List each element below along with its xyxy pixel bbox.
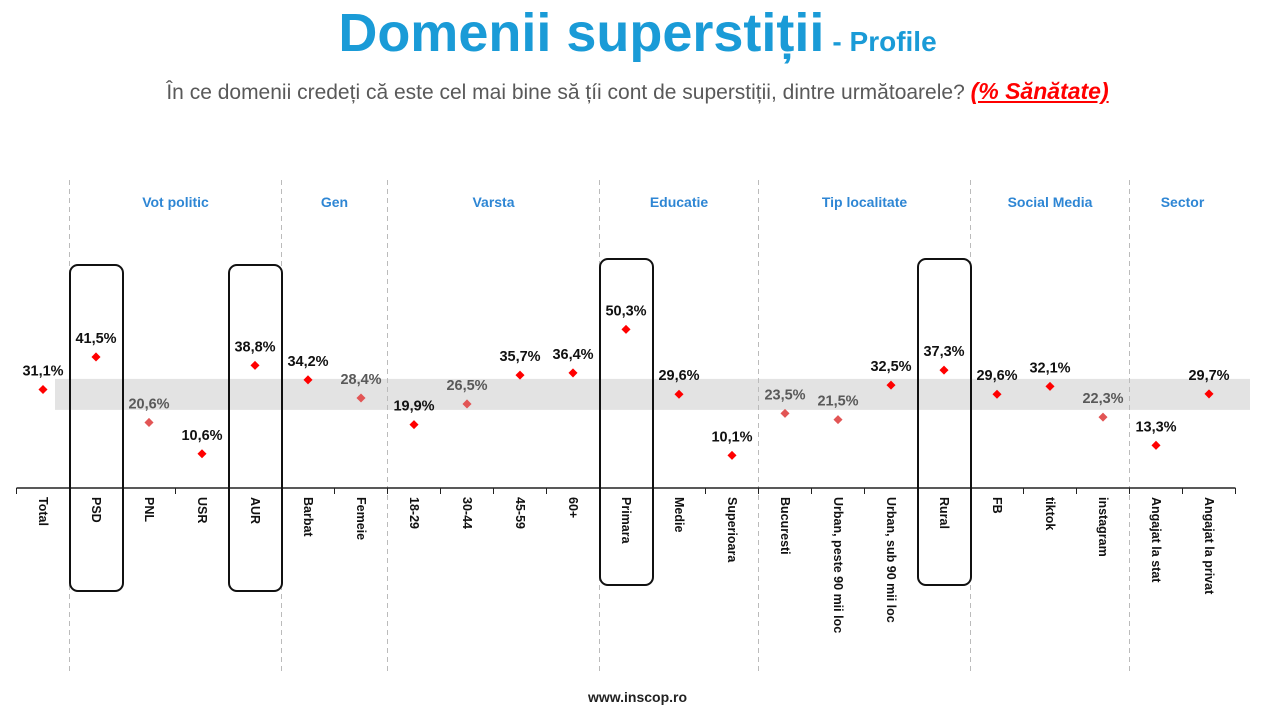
data-point: [91, 352, 101, 362]
data-label: 29,6%: [658, 368, 699, 384]
highlight-box-aur: [228, 264, 283, 592]
category-label: tiktok: [1043, 497, 1057, 530]
category-label: Angajat la stat: [1149, 497, 1163, 583]
group-label: Social Media: [1008, 194, 1093, 210]
data-label: 32,1%: [1029, 360, 1070, 376]
data-label: 10,6%: [181, 428, 222, 444]
data-label: 37,3%: [923, 344, 964, 360]
footer-url: www.inscop.ro: [587, 689, 688, 705]
data-point: [621, 324, 631, 334]
data-point: [727, 450, 737, 460]
data-point: [886, 380, 896, 390]
category-label: instagram: [1096, 497, 1110, 557]
question-text: În ce domenii credeți că este cel mai bi…: [166, 81, 965, 104]
category-label: USR: [195, 497, 209, 523]
category-label: FB: [990, 497, 1004, 514]
title-subtitle: - Profile: [832, 26, 937, 57]
data-label: 20,6%: [128, 396, 169, 412]
category-label: Urban, peste 90 mii loc: [831, 497, 845, 633]
category-label: Superioara: [725, 497, 739, 563]
data-label: 13,3%: [1135, 419, 1176, 435]
category-label: Barbat: [301, 497, 315, 537]
data-label: 21,5%: [817, 394, 858, 410]
data-point: [250, 360, 260, 370]
data-label: 34,2%: [287, 354, 328, 370]
category-label: PSD: [89, 497, 103, 523]
data-label: 32,5%: [870, 359, 911, 375]
category-label: Femeie: [354, 497, 368, 540]
data-label: 19,9%: [393, 399, 434, 415]
category-label: 45-59: [513, 497, 527, 529]
survey-question: În ce domenii credeți că este cel mai bi…: [0, 78, 1275, 105]
category-label: Medie: [672, 497, 686, 532]
data-label: 26,5%: [446, 378, 487, 394]
highlight-box-primara: [599, 258, 654, 586]
category-label: Total: [36, 497, 50, 526]
category-label: Angajat la privat: [1202, 497, 1216, 595]
category-label: AUR: [248, 497, 262, 524]
data-point: [197, 449, 207, 459]
data-label: 31,1%: [22, 364, 63, 380]
data-label: 23,5%: [764, 387, 805, 403]
category-label: Urban, sub 90 mii loc: [884, 497, 898, 623]
data-point: [144, 417, 154, 427]
highlight-box-rural: [917, 258, 972, 586]
group-label: Vot politic: [142, 194, 209, 210]
data-label: 10,1%: [711, 429, 752, 445]
category-label: Primara: [619, 497, 633, 545]
data-label: 50,3%: [605, 303, 646, 319]
data-point: [515, 370, 525, 380]
data-point: [38, 385, 48, 395]
data-label: 22,3%: [1082, 391, 1123, 407]
data-point: [1098, 412, 1108, 422]
group-label: Gen: [321, 194, 348, 210]
group-label: Sector: [1161, 194, 1205, 210]
category-label: 18-29: [407, 497, 421, 529]
highlight-box-psd: [69, 264, 124, 592]
data-point: [939, 365, 949, 375]
data-label: 38,8%: [234, 339, 275, 355]
data-point: [780, 408, 790, 418]
question-highlight: (% Sănătate): [970, 78, 1109, 104]
data-label: 29,6%: [976, 368, 1017, 384]
data-point: [1151, 440, 1161, 450]
chart-title: Domenii superstiții - Profile: [0, 2, 1275, 64]
data-label: 35,7%: [499, 349, 540, 365]
category-label: Rural: [937, 497, 951, 529]
category-label: 30-44: [460, 497, 474, 529]
data-label: 41,5%: [75, 331, 116, 347]
data-point: [409, 420, 419, 430]
category-label: Bucuresti: [778, 497, 792, 555]
data-label: 29,7%: [1188, 368, 1229, 384]
group-label: Varsta: [472, 194, 514, 210]
title-main: Domenii superstiții: [338, 3, 825, 63]
group-label: Educatie: [650, 194, 709, 210]
data-point: [568, 368, 578, 378]
data-point: [833, 415, 843, 425]
category-label: 60+: [566, 497, 580, 518]
group-label: Tip localitate: [822, 194, 908, 210]
data-label: 36,4%: [552, 347, 593, 363]
data-label: 28,4%: [340, 372, 381, 388]
category-label: PNL: [142, 497, 156, 522]
